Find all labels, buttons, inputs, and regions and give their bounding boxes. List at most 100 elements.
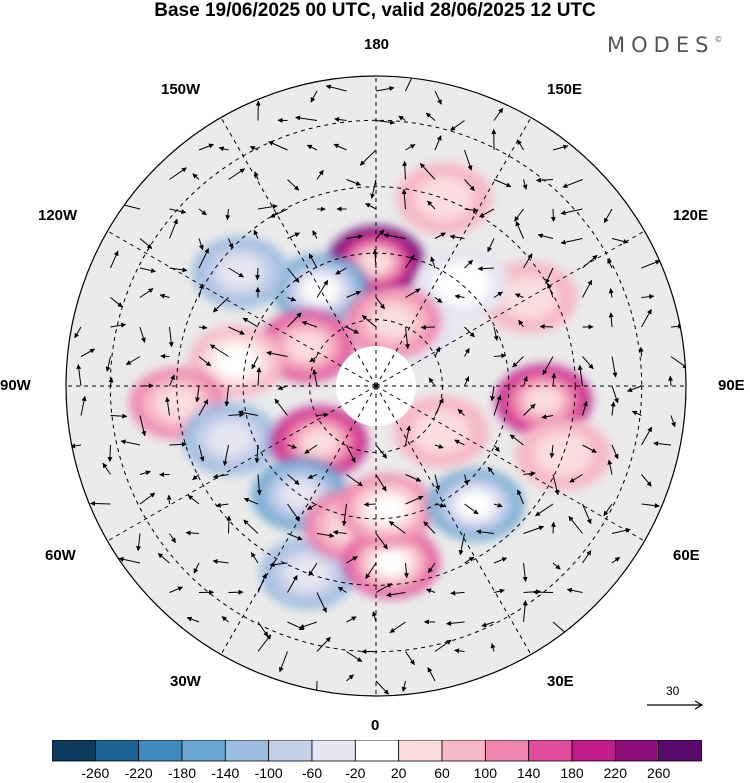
wind-arrow [315,680,318,696]
lon-label-60e: 60E [673,547,700,564]
wind-arrow [274,398,288,416]
wind-arrow [299,621,318,629]
wind-arrow [464,149,473,171]
anomaly-center [515,418,612,491]
wind-arrow [334,117,347,122]
wind-arrow [401,188,407,210]
wind-arrow [479,208,495,218]
colorbar-tick-label: -260 [81,765,110,781]
wind-arrow [545,267,554,285]
wind-arrow [454,294,465,300]
wind-arrow [493,353,507,359]
wind-arrow [515,220,524,239]
wind-arrow [383,233,406,239]
colorbar-segment [138,740,183,762]
wind-arrow [209,344,229,357]
wind-arrow [490,385,495,402]
wind-arrow [487,466,495,475]
anomaly-center [338,473,435,546]
wind-arrow [110,413,128,419]
wind-arrow [463,474,469,486]
colorbar-segment [658,740,702,762]
wind-arrow [427,562,436,574]
wind-arrow [159,293,170,299]
wind-arrow [102,462,111,475]
colorbar-tick-label: -60 [301,765,323,781]
anomaly-center [182,403,279,476]
anomaly-contour [367,495,407,524]
colorbar-segment [311,740,356,762]
wind-arrow [139,288,154,298]
wind-arrow [454,648,465,654]
wind-arrow [577,364,583,387]
wind-arrow [363,501,377,507]
colorbar-tick-label: -100 [254,765,283,781]
wind-arrow [254,171,259,180]
wind-arrow [493,291,503,298]
wind-arrow [287,267,300,283]
wind-arrow [257,573,267,593]
anomaly-contour [217,255,263,289]
wind-arrow [402,160,408,180]
wind-arrow [434,90,442,105]
wind-arrow [611,527,631,534]
wind-arrow [607,459,613,475]
wind-arrow [243,519,259,534]
wind-arrow [316,169,324,180]
wind-arrow [582,279,593,298]
wind-arrow [224,385,230,407]
wind-arrow [120,439,141,446]
wind-arrow [139,267,157,273]
map-boundary [65,75,687,697]
meridian [220,117,377,387]
wind-arrow [493,557,508,564]
anomaly-contour [458,491,493,518]
wind-arrow [118,556,141,564]
meridian [375,230,645,387]
wind-arrow [434,502,446,508]
wind-arrow [316,532,335,538]
wind-arrow [541,414,554,420]
wind-arrow [346,234,364,240]
meridian [375,117,532,387]
colorbar-tick-label: 180 [560,765,584,781]
wind-arrow [365,203,377,210]
wind-arrow [253,229,259,239]
wind-arrow [254,444,260,464]
wind-arrow [434,135,442,151]
wind-arrow [512,356,524,368]
wind-arrow [582,254,598,269]
wind-arrow [641,260,661,269]
wind-arrow [375,533,388,550]
wind-arrow [256,367,262,387]
wind-arrow [641,503,660,509]
wind-arrow [277,385,288,391]
wind-arrow [653,441,672,447]
wind-arrow [198,444,205,462]
wind-arrow [361,314,377,328]
wind-arrow [307,503,318,510]
wind-arrow [375,119,396,125]
wind-arrow [337,586,347,593]
wind-arrow [670,415,676,428]
wind-arrow [566,587,583,593]
wind-arrow [169,208,187,215]
wind-arrow [449,234,465,240]
wind-arrow [332,530,347,535]
wind-arrow [568,516,583,534]
wind-arrow [287,575,298,593]
wind-arrow [198,356,212,367]
lon-label-90w: 90W [0,377,31,394]
wind-arrow [641,308,652,328]
wind-arrow [464,179,475,191]
wind-arrow [551,372,557,387]
anomaly-contour [526,387,561,414]
wind-arrow [212,297,229,313]
wind-arrow [638,346,644,357]
wind-arrow [464,347,470,357]
wind-arrow [198,399,209,416]
wind-arrow [464,326,475,338]
wind-arrow [287,444,297,449]
wind-arrow [603,208,613,224]
wind-arrow [304,444,318,454]
